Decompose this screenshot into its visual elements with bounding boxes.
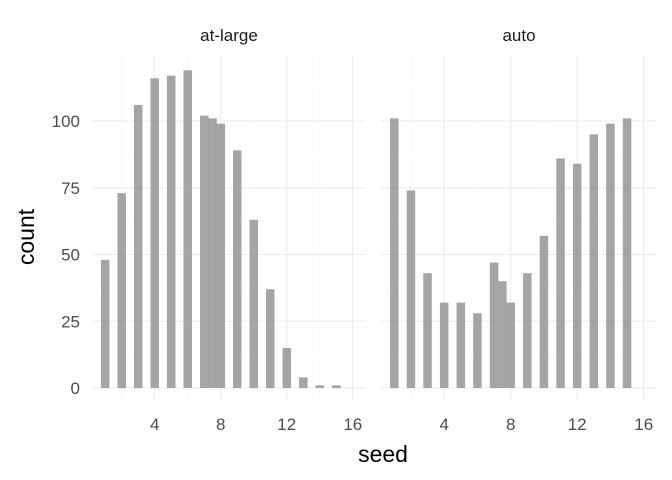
- bar-at-large-7: [199, 115, 209, 388]
- bar-at-large-4: [150, 78, 159, 388]
- bar-auto-5: [456, 302, 466, 388]
- bar-at-large-6: [183, 70, 192, 389]
- bar-auto-11: [556, 158, 565, 388]
- bar-at-large-13: [299, 377, 308, 388]
- bar-auto-4: [439, 302, 449, 388]
- x-tick-label: 12: [568, 415, 587, 434]
- bar-at-large-14: [315, 385, 325, 388]
- x-tick-label: 8: [506, 415, 515, 434]
- x-tick-label: 8: [216, 415, 225, 434]
- x-tick-label: 12: [277, 415, 296, 434]
- y-tick-label: 0: [71, 379, 80, 398]
- bar-at-large-5: [166, 75, 176, 389]
- x-axis-title: seed: [358, 441, 408, 467]
- y-axis: 0 25 50 75 100: [52, 112, 80, 398]
- bar-at-large-12: [282, 347, 292, 388]
- x-tick-label: 4: [439, 415, 448, 434]
- panel-at-large: 4 8 12 16 at-large: [92, 26, 366, 434]
- bar-auto-1: [390, 118, 399, 388]
- x-tick-label: 4: [150, 415, 159, 434]
- bar-at-large-1: [100, 259, 110, 388]
- bar-at-large-8: [216, 123, 225, 389]
- bar-auto-3: [423, 273, 432, 388]
- panel-auto: 4 8 12 16 auto: [381, 26, 657, 434]
- y-tick-label: 25: [61, 312, 80, 331]
- bar-auto-13: [589, 134, 599, 388]
- bar-auto-7: [489, 262, 499, 388]
- x-tick-label: 16: [634, 415, 653, 434]
- y-tick-label: 50: [61, 246, 80, 265]
- facet-label: auto: [502, 26, 535, 45]
- bar-at-large-9: [233, 150, 242, 388]
- bar-at-large-7.5: [208, 118, 217, 388]
- bar-at-large-11: [266, 289, 275, 388]
- bar-auto-9: [523, 273, 532, 388]
- y-axis-title: count: [13, 208, 39, 265]
- bar-auto-2: [406, 190, 416, 388]
- bar-auto-6: [473, 313, 482, 388]
- bar-at-large-10: [249, 219, 259, 388]
- bar-auto-8: [506, 302, 515, 388]
- bar-auto-7.5: [498, 281, 507, 388]
- x-tick-label: 16: [343, 415, 362, 434]
- bar-auto-12: [572, 163, 582, 388]
- bar-at-large-2: [117, 193, 126, 388]
- y-tick-label: 100: [52, 112, 80, 131]
- bar-at-large-15: [332, 385, 341, 388]
- facet-label: at-large: [200, 26, 258, 45]
- bar-auto-15: [622, 118, 632, 388]
- chart-panels: 4 8 12 16 at-large 4 8 12 16 auto: [92, 26, 657, 434]
- y-tick-label: 75: [61, 179, 80, 198]
- bar-auto-14: [606, 123, 615, 389]
- bar-auto-10: [539, 235, 549, 388]
- bar-at-large-3: [133, 104, 143, 388]
